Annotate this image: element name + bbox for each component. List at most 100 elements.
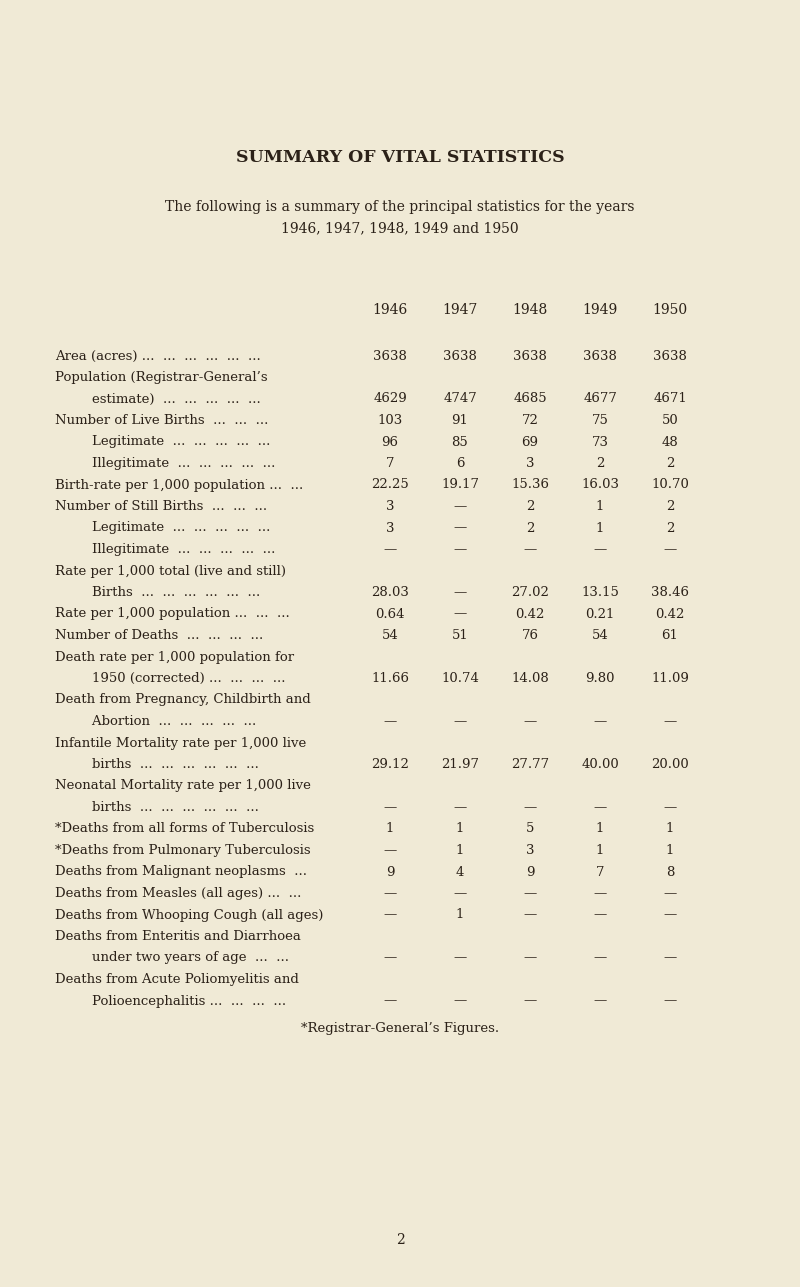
- Text: 96: 96: [382, 435, 398, 448]
- Text: —: —: [663, 951, 677, 964]
- Text: 15.36: 15.36: [511, 479, 549, 492]
- Text: 27.02: 27.02: [511, 586, 549, 598]
- Text: Area (acres) ...  ...  ...  ...  ...  ...: Area (acres) ... ... ... ... ... ...: [55, 350, 261, 363]
- Text: Illegitimate  ...  ...  ...  ...  ...: Illegitimate ... ... ... ... ...: [75, 457, 275, 470]
- Text: 2: 2: [666, 501, 674, 514]
- Text: —: —: [454, 995, 466, 1008]
- Text: 38.46: 38.46: [651, 586, 689, 598]
- Text: SUMMARY OF VITAL STATISTICS: SUMMARY OF VITAL STATISTICS: [236, 149, 564, 166]
- Text: 0.21: 0.21: [586, 607, 614, 620]
- Text: Number of Live Births  ...  ...  ...: Number of Live Births ... ... ...: [55, 414, 268, 427]
- Text: Rate per 1,000 total (live and still): Rate per 1,000 total (live and still): [55, 565, 286, 578]
- Text: Number of Still Births  ...  ...  ...: Number of Still Births ... ... ...: [55, 501, 267, 514]
- Text: 0.42: 0.42: [515, 607, 545, 620]
- Text: Neonatal Mortality rate per 1,000 live: Neonatal Mortality rate per 1,000 live: [55, 780, 311, 793]
- Text: 1: 1: [386, 822, 394, 835]
- Text: 54: 54: [592, 629, 608, 642]
- Text: Death from Pregnancy, Childbirth and: Death from Pregnancy, Childbirth and: [55, 694, 310, 707]
- Text: —: —: [454, 521, 466, 534]
- Text: 69: 69: [522, 435, 538, 448]
- Text: 1: 1: [456, 844, 464, 857]
- Text: 10.74: 10.74: [441, 672, 479, 685]
- Text: 1950 (corrected) ...  ...  ...  ...: 1950 (corrected) ... ... ... ...: [75, 672, 286, 685]
- Text: —: —: [383, 951, 397, 964]
- Text: 4747: 4747: [443, 393, 477, 405]
- Text: 4677: 4677: [583, 393, 617, 405]
- Text: —: —: [523, 887, 537, 900]
- Text: 2: 2: [526, 501, 534, 514]
- Text: 2: 2: [666, 457, 674, 470]
- Text: 1946, 1947, 1948, 1949 and 1950: 1946, 1947, 1948, 1949 and 1950: [281, 221, 519, 236]
- Text: 2: 2: [596, 457, 604, 470]
- Text: Legitimate  ...  ...  ...  ...  ...: Legitimate ... ... ... ... ...: [75, 521, 270, 534]
- Text: Births  ...  ...  ...  ...  ...  ...: Births ... ... ... ... ... ...: [75, 586, 260, 598]
- Text: 7: 7: [386, 457, 394, 470]
- Text: —: —: [383, 887, 397, 900]
- Text: 85: 85: [452, 435, 468, 448]
- Text: 4: 4: [456, 865, 464, 879]
- Text: —: —: [454, 716, 466, 728]
- Text: Rate per 1,000 population ...  ...  ...: Rate per 1,000 population ... ... ...: [55, 607, 290, 620]
- Text: 5: 5: [526, 822, 534, 835]
- Text: 2: 2: [396, 1233, 404, 1247]
- Text: —: —: [523, 716, 537, 728]
- Text: *Registrar-General’s Figures.: *Registrar-General’s Figures.: [301, 1022, 499, 1035]
- Text: Illegitimate  ...  ...  ...  ...  ...: Illegitimate ... ... ... ... ...: [75, 543, 275, 556]
- Text: —: —: [594, 951, 606, 964]
- Text: Infantile Mortality rate per 1,000 live: Infantile Mortality rate per 1,000 live: [55, 736, 306, 749]
- Text: —: —: [454, 501, 466, 514]
- Text: under two years of age  ...  ...: under two years of age ... ...: [75, 951, 289, 964]
- Text: —: —: [663, 887, 677, 900]
- Text: 11.66: 11.66: [371, 672, 409, 685]
- Text: 1947: 1947: [442, 302, 478, 317]
- Text: 9: 9: [386, 865, 394, 879]
- Text: 9: 9: [526, 865, 534, 879]
- Text: Legitimate  ...  ...  ...  ...  ...: Legitimate ... ... ... ... ...: [75, 435, 270, 448]
- Text: —: —: [383, 716, 397, 728]
- Text: —: —: [454, 543, 466, 556]
- Text: 54: 54: [382, 629, 398, 642]
- Text: 11.09: 11.09: [651, 672, 689, 685]
- Text: 3638: 3638: [443, 350, 477, 363]
- Text: 91: 91: [451, 414, 469, 427]
- Text: —: —: [663, 995, 677, 1008]
- Text: 21.97: 21.97: [441, 758, 479, 771]
- Text: 73: 73: [591, 435, 609, 448]
- Text: *Deaths from all forms of Tuberculosis: *Deaths from all forms of Tuberculosis: [55, 822, 314, 835]
- Text: 9.80: 9.80: [586, 672, 614, 685]
- Text: estimate)  ...  ...  ...  ...  ...: estimate) ... ... ... ... ...: [75, 393, 261, 405]
- Text: —: —: [594, 887, 606, 900]
- Text: 0.64: 0.64: [375, 607, 405, 620]
- Text: 8: 8: [666, 865, 674, 879]
- Text: Number of Deaths  ...  ...  ...  ...: Number of Deaths ... ... ... ...: [55, 629, 263, 642]
- Text: 1: 1: [666, 822, 674, 835]
- Text: 1946: 1946: [372, 302, 408, 317]
- Text: 1: 1: [596, 521, 604, 534]
- Text: —: —: [454, 607, 466, 620]
- Text: —: —: [383, 909, 397, 921]
- Text: 103: 103: [378, 414, 402, 427]
- Text: 1: 1: [456, 822, 464, 835]
- Text: —: —: [383, 995, 397, 1008]
- Text: —: —: [523, 543, 537, 556]
- Text: 51: 51: [452, 629, 468, 642]
- Text: 76: 76: [522, 629, 538, 642]
- Text: 3638: 3638: [653, 350, 687, 363]
- Text: —: —: [663, 801, 677, 813]
- Text: 1: 1: [596, 844, 604, 857]
- Text: Deaths from Acute Poliomyelitis and: Deaths from Acute Poliomyelitis and: [55, 973, 299, 986]
- Text: 1: 1: [596, 822, 604, 835]
- Text: —: —: [663, 716, 677, 728]
- Text: —: —: [383, 543, 397, 556]
- Text: 28.03: 28.03: [371, 586, 409, 598]
- Text: —: —: [454, 801, 466, 813]
- Text: 3638: 3638: [373, 350, 407, 363]
- Text: 4685: 4685: [513, 393, 547, 405]
- Text: 10.70: 10.70: [651, 479, 689, 492]
- Text: 3638: 3638: [513, 350, 547, 363]
- Text: 3: 3: [386, 521, 394, 534]
- Text: —: —: [594, 543, 606, 556]
- Text: 3: 3: [526, 457, 534, 470]
- Text: —: —: [594, 716, 606, 728]
- Text: *Deaths from Pulmonary Tuberculosis: *Deaths from Pulmonary Tuberculosis: [55, 844, 310, 857]
